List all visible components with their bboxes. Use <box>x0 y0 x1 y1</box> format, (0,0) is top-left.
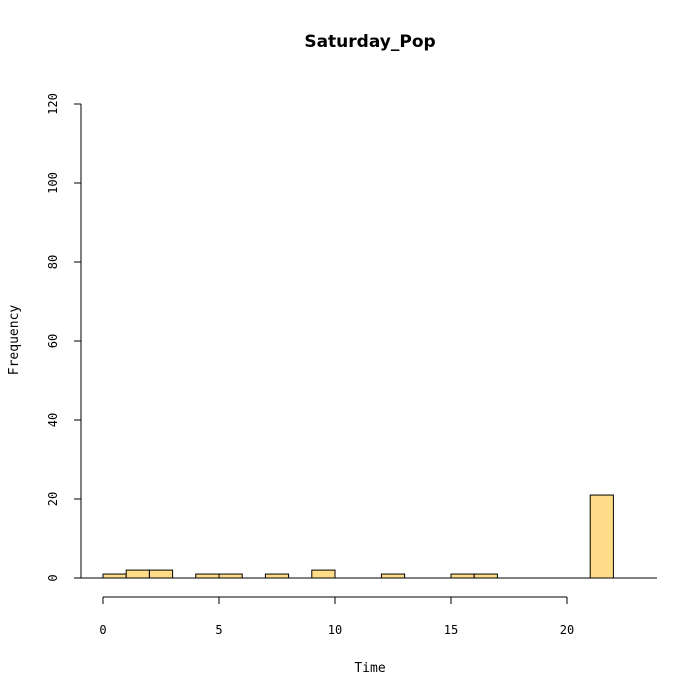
y-tick-label-6: 120 <box>46 93 60 115</box>
histogram-bar-5 <box>264 573 290 579</box>
chart-title: Saturday_Pop <box>304 32 435 52</box>
histogram-bar-1 <box>125 569 150 579</box>
y-axis-title: Frequency <box>7 305 22 376</box>
y-axis: 0 20 40 60 80 100 120 <box>46 93 82 582</box>
x-axis: 0 5 10 15 20 <box>99 596 574 637</box>
y-tick-label-5: 100 <box>46 172 60 194</box>
bars-group <box>81 494 657 579</box>
y-tick-label-2: 40 <box>46 413 60 427</box>
histogram-bar-7 <box>380 573 406 579</box>
y-tick-label-3: 60 <box>46 334 60 348</box>
histogram-bar-6 <box>311 569 336 579</box>
x-axis-title: Time <box>354 661 385 676</box>
x-tick-label-3: 15 <box>444 623 458 637</box>
x-tick-label-2: 10 <box>328 623 342 637</box>
histogram-bar-0 <box>102 573 127 579</box>
histogram-bar-2 <box>148 569 174 579</box>
histogram-bar-3 <box>195 573 220 579</box>
histogram-bar-4 <box>218 573 243 579</box>
y-tick-label-0: 0 <box>46 574 60 581</box>
y-tick-label-4: 80 <box>46 255 60 269</box>
x-tick-label-1: 5 <box>215 623 222 637</box>
y-tick-label-1: 20 <box>46 492 60 506</box>
x-tick-label-0: 0 <box>99 623 106 637</box>
histogram-bar-10 <box>589 494 614 579</box>
x-tick-label-4: 20 <box>560 623 574 637</box>
histogram-bar-8 <box>450 573 475 579</box>
histogram-bar-9 <box>473 573 498 579</box>
